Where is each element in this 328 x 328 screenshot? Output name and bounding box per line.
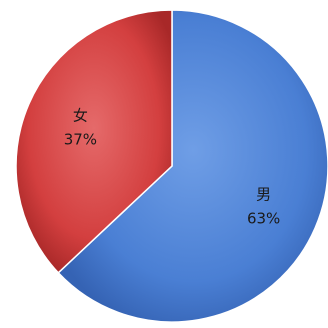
slice-percent-1: 37% — [64, 130, 97, 148]
slice-name-1: 女 — [73, 106, 88, 124]
slice-percent-0: 63% — [247, 210, 280, 228]
pie-slices — [16, 10, 328, 322]
slice-name-0: 男 — [256, 186, 271, 204]
